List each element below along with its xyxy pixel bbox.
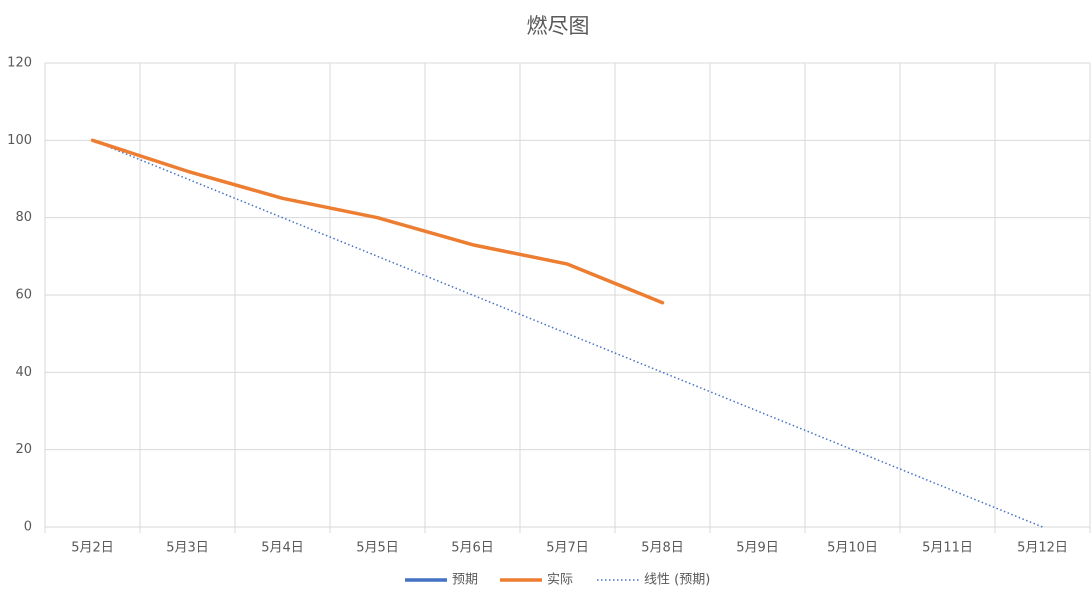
y-tick-label: 0 bbox=[24, 520, 32, 535]
x-tick-label: 5月5日 bbox=[356, 541, 399, 556]
y-tick-label: 20 bbox=[15, 442, 32, 457]
series-line bbox=[92, 139, 1043, 528]
legend-label: 线性 (预期) bbox=[644, 573, 710, 588]
x-tick-label: 5月9日 bbox=[736, 541, 779, 556]
y-tick-label: 40 bbox=[15, 365, 32, 380]
legend-label: 预期 bbox=[452, 573, 478, 588]
x-tick-label: 5月10日 bbox=[827, 541, 878, 556]
x-tick-label: 5月2日 bbox=[71, 541, 114, 556]
x-tick-label: 5月6日 bbox=[451, 541, 494, 556]
series-line bbox=[90, 138, 665, 305]
y-tick-label: 80 bbox=[15, 210, 32, 225]
x-tick-label: 5月4日 bbox=[261, 541, 304, 556]
legend-label: 实际 bbox=[547, 573, 573, 588]
chart-title: 燃尽图 bbox=[527, 14, 590, 38]
x-tick-label: 5月12日 bbox=[1017, 541, 1068, 556]
y-tick-label: 60 bbox=[15, 288, 32, 303]
x-tick-label: 5月11日 bbox=[922, 541, 973, 556]
x-tick-label: 5月3日 bbox=[166, 541, 209, 556]
x-tick-label: 5月8日 bbox=[641, 541, 684, 556]
y-tick-label: 120 bbox=[7, 56, 32, 71]
y-tick-label: 100 bbox=[7, 133, 32, 148]
x-tick-label: 5月7日 bbox=[546, 541, 589, 556]
